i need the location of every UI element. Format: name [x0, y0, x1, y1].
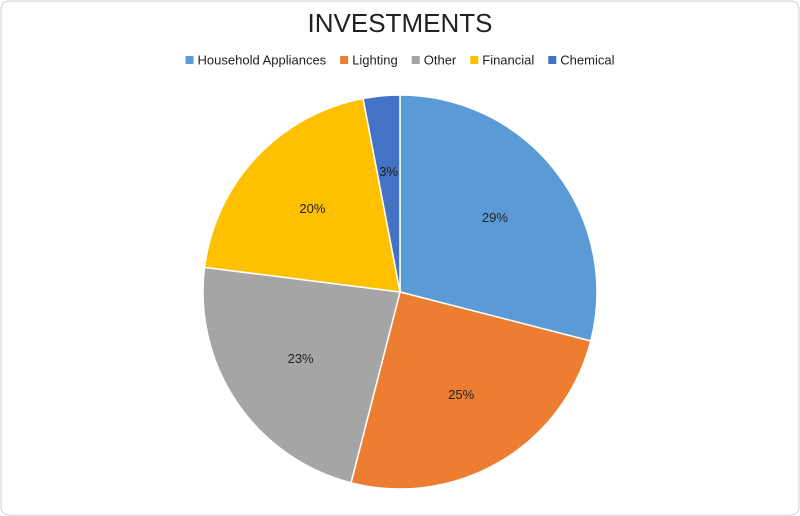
legend-swatch	[185, 56, 194, 64]
chart-title: INVESTMENTS	[308, 8, 493, 38]
legend-label: Chemical	[560, 52, 614, 67]
slice-label: 23%	[288, 351, 314, 366]
legend-swatch	[411, 56, 420, 64]
legend-label: Lighting	[352, 52, 398, 67]
slice-label: 25%	[448, 387, 474, 402]
legend-label: Other	[424, 52, 457, 67]
slice-label: 3%	[379, 164, 398, 179]
legend-label: Household Appliances	[198, 52, 327, 67]
legend-swatch	[470, 56, 479, 64]
pie-slice	[202, 266, 401, 484]
legend-label: Financial	[482, 52, 534, 67]
slice-label: 29%	[482, 210, 508, 225]
legend-swatch	[548, 56, 557, 64]
pie-slice	[399, 94, 598, 342]
legend-swatch	[340, 56, 349, 64]
legend: Household Appliances Lighting Other Financi…	[185, 52, 615, 67]
pie-slice	[350, 291, 592, 490]
pie: 29% 25% 23% 20% 3%	[202, 94, 598, 490]
slice-label: 20%	[299, 201, 325, 216]
pie-slice	[203, 97, 401, 293]
pie-slice	[362, 94, 401, 293]
